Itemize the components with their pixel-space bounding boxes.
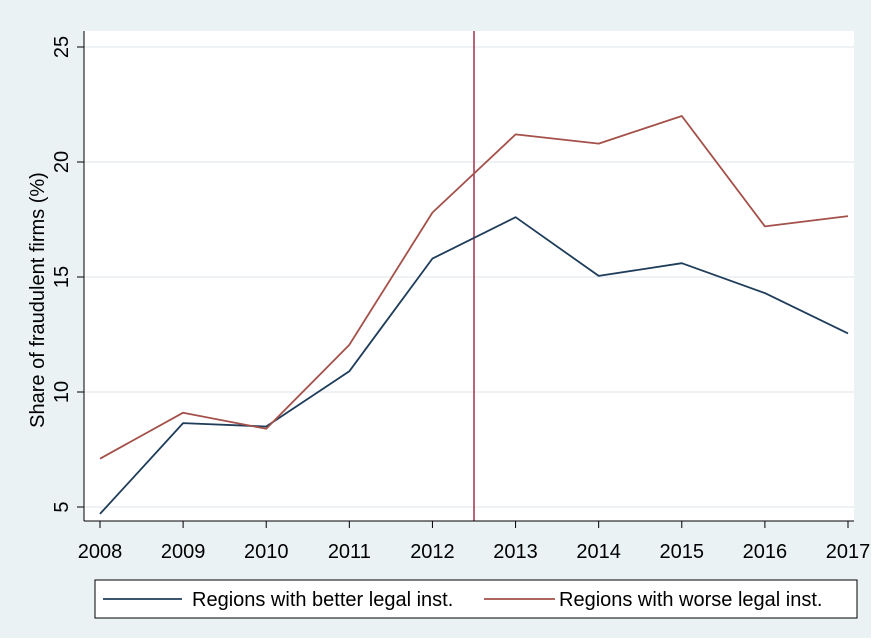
plot-area (84, 31, 854, 521)
x-tick-label-2009: 2009 (161, 541, 206, 563)
y-tick-label-5: 5 (51, 501, 73, 512)
y-axis-label: Share of fraudulent firms (%) (27, 172, 49, 428)
series-line-1 (99, 216, 849, 515)
series-line-2 (99, 115, 849, 460)
y-axis-ticks: 5 10 15 20 25 (51, 36, 84, 513)
x-tick-label-2015: 2015 (660, 541, 705, 563)
y-tick-label-10: 10 (51, 381, 73, 403)
x-tick-label-2017: 2017 (826, 541, 871, 563)
legend-label-1: Regions with better legal inst. (192, 589, 453, 611)
x-tick-label-2011: 2011 (328, 541, 371, 563)
y-tick-label-15: 15 (51, 266, 73, 288)
series-lines (99, 115, 849, 515)
x-axis-ticks: 2008 2009 2010 2011 2012 2013 2014 2015 2016 2017 (78, 521, 871, 563)
grid-lines (84, 46, 854, 508)
y-tick-label-20: 20 (51, 151, 73, 173)
x-tick-label-2010: 2010 (244, 541, 289, 563)
axes (83, 31, 854, 522)
x-tick-label-2008: 2008 (78, 541, 123, 563)
x-tick-label-2016: 2016 (743, 541, 788, 563)
x-tick-label-2013: 2013 (493, 541, 538, 563)
x-tick-label-2014: 2014 (576, 541, 621, 563)
y-tick-label-25: 25 (51, 36, 73, 58)
x-tick-label-2012: 2012 (410, 541, 455, 563)
legend: Regions with better legal inst. Regions w… (94, 579, 858, 619)
legend-label-2: Regions with worse legal inst. (559, 589, 822, 611)
legend-box (94, 579, 858, 619)
